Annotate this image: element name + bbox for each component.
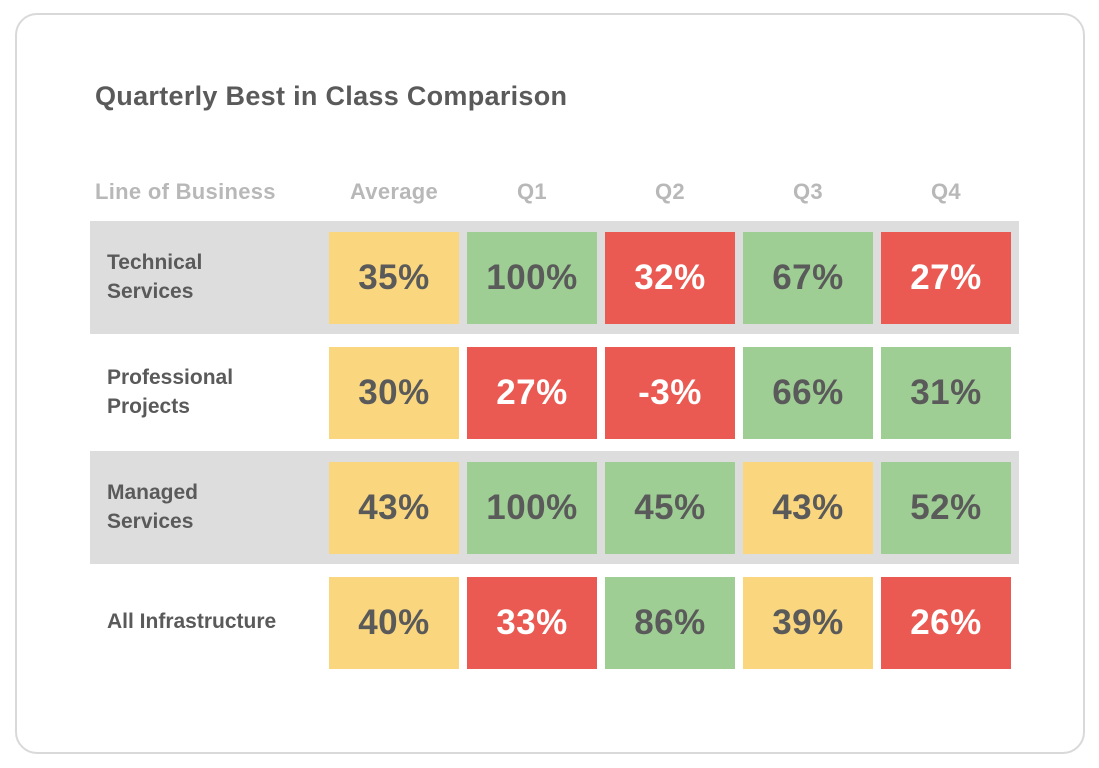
column-header-line-of-business: Line of Business [95, 179, 276, 204]
table-row: Professional Projects 30% 27% -3% 66% 31% [90, 336, 1019, 449]
table-row: Technical Services 35% 100% 32% 67% 27% [90, 221, 1019, 334]
value-cell: 40% [329, 576, 459, 669]
page-title: Quarterly Best in Class Comparison [95, 81, 568, 111]
value-cell: 86% [605, 576, 735, 669]
value-cell: 43% [329, 461, 459, 554]
value-cell: 26% [881, 576, 1011, 669]
value-cell: 35% [329, 231, 459, 324]
value-cell: 27% [881, 231, 1011, 324]
column-header-q2: Q2 [655, 179, 685, 204]
column-header-q4: Q4 [931, 179, 961, 204]
value-cell: 43% [743, 461, 873, 554]
value-cell: 67% [743, 231, 873, 324]
value-cell: 30% [329, 346, 459, 439]
value-cell: 100% [467, 231, 597, 324]
row-label: Professional Projects [107, 365, 234, 418]
value-cell: 66% [743, 346, 873, 439]
row-label: Managed Services [107, 480, 199, 533]
value-cell: 31% [881, 346, 1011, 439]
value-cell: -3% [605, 346, 735, 439]
value-cell: 32% [605, 231, 735, 324]
comparison-table: Technical Services 35% 100% 32% 67% 27% Profes… [90, 221, 1019, 681]
value-cell: 33% [467, 576, 597, 669]
column-header-q3: Q3 [793, 179, 823, 204]
column-header-q1: Q1 [517, 179, 547, 204]
row-label: Technical Services [107, 250, 203, 303]
value-cell: 100% [467, 461, 597, 554]
value-cell: 52% [881, 461, 1011, 554]
value-cell: 27% [467, 346, 597, 439]
column-header-average: Average [349, 179, 439, 204]
comparison-card: Quarterly Best in Class Comparison Line … [15, 13, 1085, 754]
table-row: All Infrastructure 40% 33% 86% 39% 26% [90, 566, 1019, 679]
row-label: All Infrastructure [107, 610, 277, 634]
header-row: Line of Business Average Q1 Q2 Q3 Q4 [90, 177, 1019, 207]
table-row: Managed Services 43% 100% 45% 43% 52% [90, 451, 1019, 564]
value-cell: 39% [743, 576, 873, 669]
value-cell: 45% [605, 461, 735, 554]
